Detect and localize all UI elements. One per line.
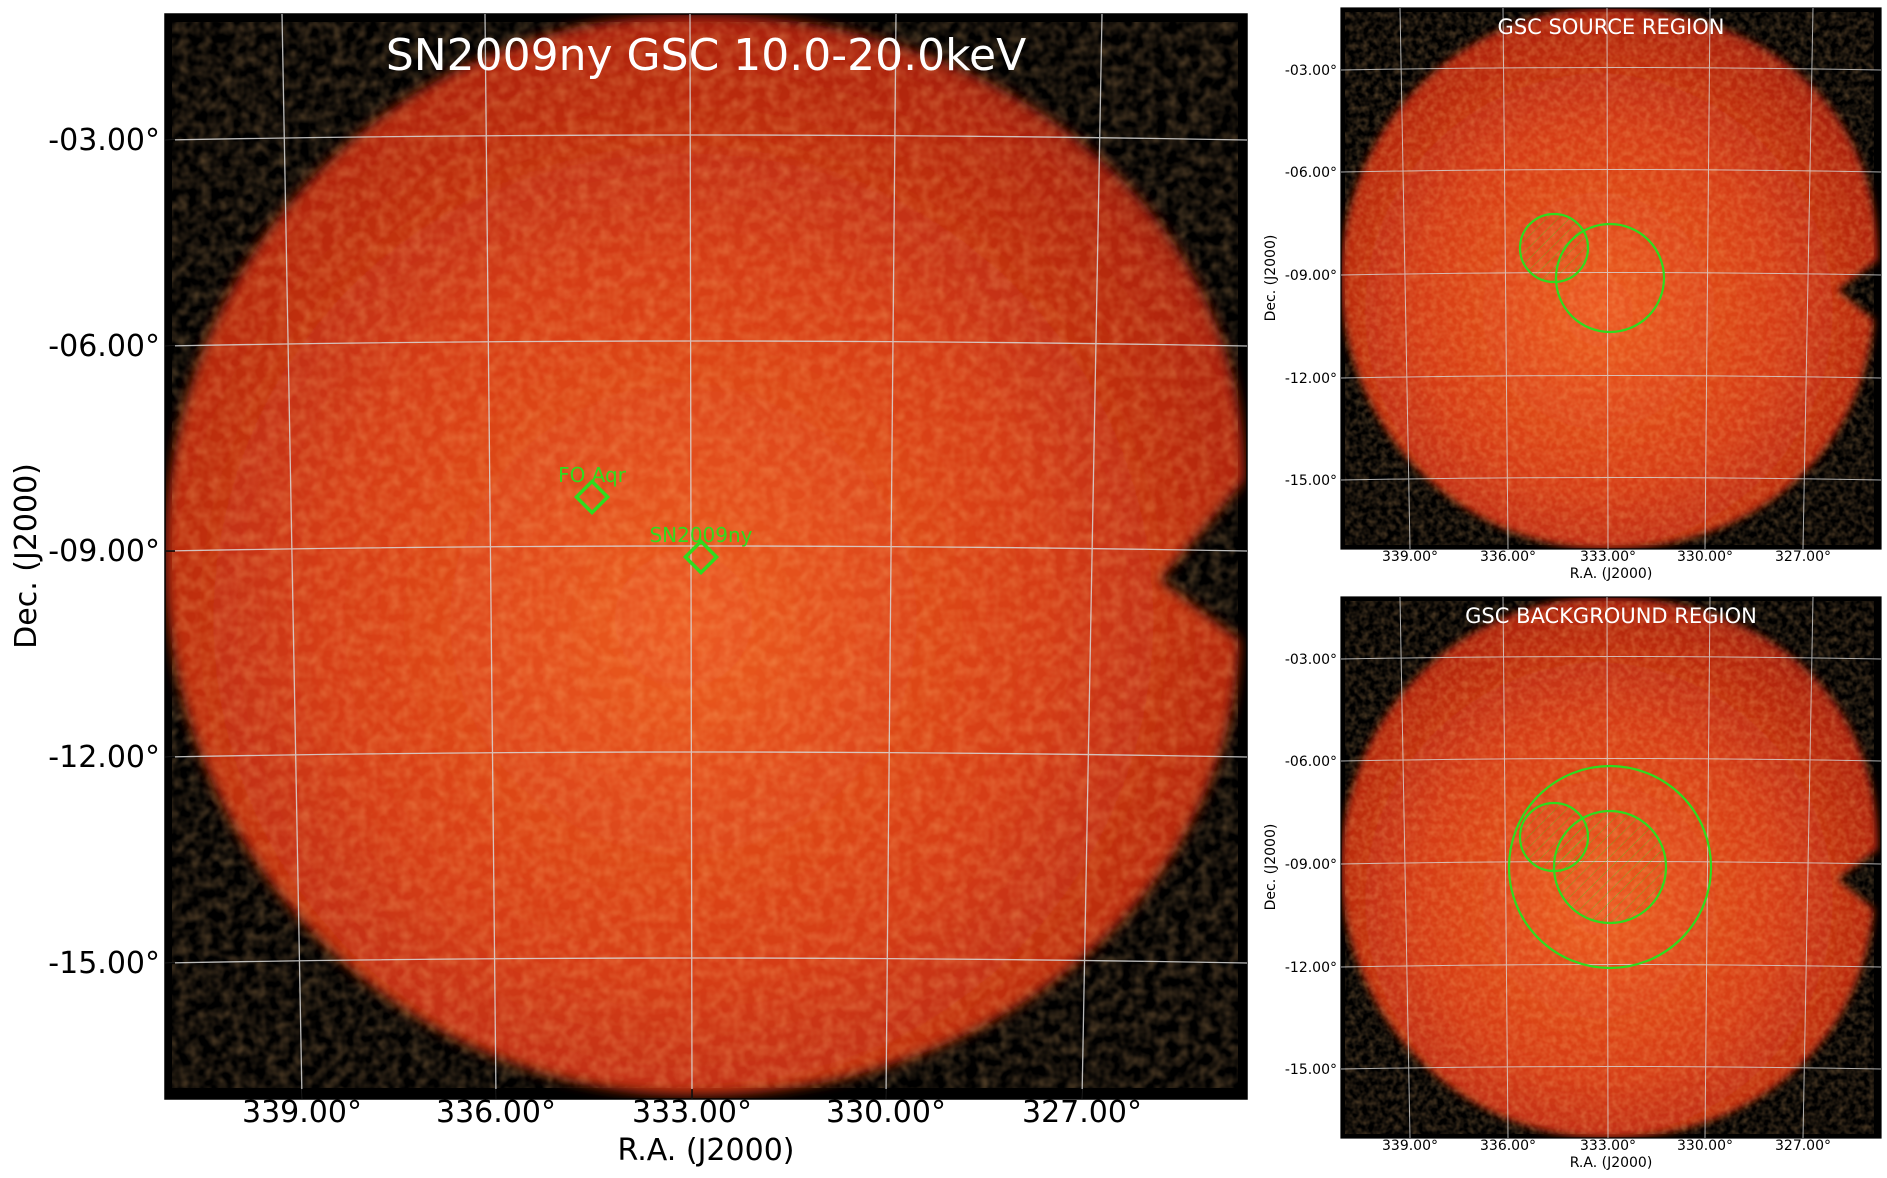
main-panel: SN2009ny GSC 10.0-20.0keV -03.00° -06.00… <box>9 13 1248 1168</box>
background-xtick: 327.00° <box>1775 1138 1831 1154</box>
background-panel-title: GSC BACKGROUND REGION <box>1465 604 1757 628</box>
main-ytick: -12.00° <box>48 740 160 775</box>
background-region-circle[interactable] <box>1507 764 1713 970</box>
fo-aqr-exclusion-circle[interactable] <box>1518 212 1590 284</box>
main-ytick: -09.00° <box>48 534 160 569</box>
main-ytick: -03.00° <box>48 123 160 158</box>
main-xtick: 333.00° <box>632 1095 752 1130</box>
main-xlabel: R.A. (J2000) <box>618 1133 795 1168</box>
background-xtick: 336.00° <box>1480 1138 1536 1154</box>
source-xtick: 336.00° <box>1480 549 1536 565</box>
source-ytick: -12.00° <box>1285 371 1337 387</box>
source-xtick: 339.00° <box>1382 549 1438 565</box>
background-xtick: 339.00° <box>1382 1138 1438 1154</box>
main-xtick: 330.00° <box>826 1095 946 1130</box>
source-region-circle[interactable] <box>1554 222 1666 334</box>
marker-label: FO Aqr <box>558 463 627 487</box>
source-region-panel: GSC SOURCE REGION -03.00° -06.00° -09.00… <box>1263 7 1882 582</box>
source-frame <box>1340 7 1882 550</box>
main-frame <box>164 13 1248 1100</box>
main-xtick: 339.00° <box>242 1095 362 1130</box>
source-xtick: 333.00° <box>1580 549 1636 565</box>
source-xtick: 327.00° <box>1775 549 1831 565</box>
source-ytick: -09.00° <box>1285 268 1337 284</box>
background-xtick: 330.00° <box>1677 1138 1733 1154</box>
background-ylabel: Dec. (J2000) <box>1263 824 1279 911</box>
source-panel-title: GSC SOURCE REGION <box>1498 15 1725 39</box>
main-ytick: -15.00° <box>48 946 160 981</box>
background-ytick: -09.00° <box>1285 857 1337 873</box>
source-ylabel: Dec. (J2000) <box>1263 235 1279 322</box>
source-coordinate-grid <box>1341 8 1881 549</box>
main-ytick: -06.00° <box>48 329 160 364</box>
marker-sn2009ny[interactable]: SN2009ny <box>649 523 753 576</box>
diamond-marker-icon <box>682 538 720 576</box>
background-ytick: -03.00° <box>1285 652 1337 668</box>
main-title: SN2009ny GSC 10.0-20.0keV <box>386 30 1026 81</box>
background-xlabel: R.A. (J2000) <box>1570 1155 1653 1171</box>
background-ytick: -15.00° <box>1285 1062 1337 1078</box>
source-xlabel: R.A. (J2000) <box>1570 566 1653 582</box>
main-ylabel: Dec. (J2000) <box>9 463 44 649</box>
main-xtick: 327.00° <box>1022 1095 1142 1130</box>
background-ytick: -12.00° <box>1285 960 1337 976</box>
source-xtick: 330.00° <box>1677 549 1733 565</box>
source-ytick: -06.00° <box>1285 165 1337 181</box>
source-ytick: -03.00° <box>1285 63 1337 79</box>
background-ytick: -06.00° <box>1285 754 1337 770</box>
marker-fo-aqr[interactable]: FO Aqr <box>558 463 627 516</box>
main-tick-marks <box>165 139 1083 1099</box>
source-exclusion-circle[interactable] <box>1552 809 1668 925</box>
main-xtick: 336.00° <box>436 1095 556 1130</box>
background-coordinate-grid <box>1341 597 1881 1138</box>
diamond-marker-icon <box>573 478 611 516</box>
main-coordinate-grid <box>165 14 1247 1099</box>
background-frame <box>1340 596 1882 1139</box>
background-region-panel: GSC BACKGROUND REGION -03.00° -06.00° -0… <box>1263 596 1882 1171</box>
source-ytick: -15.00° <box>1285 473 1337 489</box>
background-xtick: 333.00° <box>1580 1138 1636 1154</box>
source-sky-image <box>1341 8 1881 549</box>
marker-label: SN2009ny <box>649 523 752 547</box>
main-sky-image <box>165 14 1247 1099</box>
